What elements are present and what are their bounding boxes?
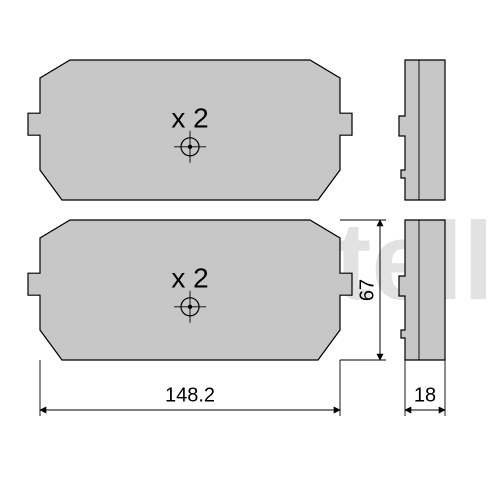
technical-drawing: metellix 2x 2148.21867 [0,0,500,500]
quantity-label: x 2 [171,102,208,133]
brake-pad-side-top [399,60,445,200]
dim-thickness-label: 18 [414,384,436,406]
dim-width-label: 148.2 [165,384,215,406]
brake-pad-side-bottom [399,220,445,360]
quantity-label: x 2 [171,262,208,293]
brake-pad-front-bottom: x 2 [28,220,352,360]
dim-height-label: 67 [356,279,378,301]
brake-pad-front-top: x 2 [28,60,352,200]
